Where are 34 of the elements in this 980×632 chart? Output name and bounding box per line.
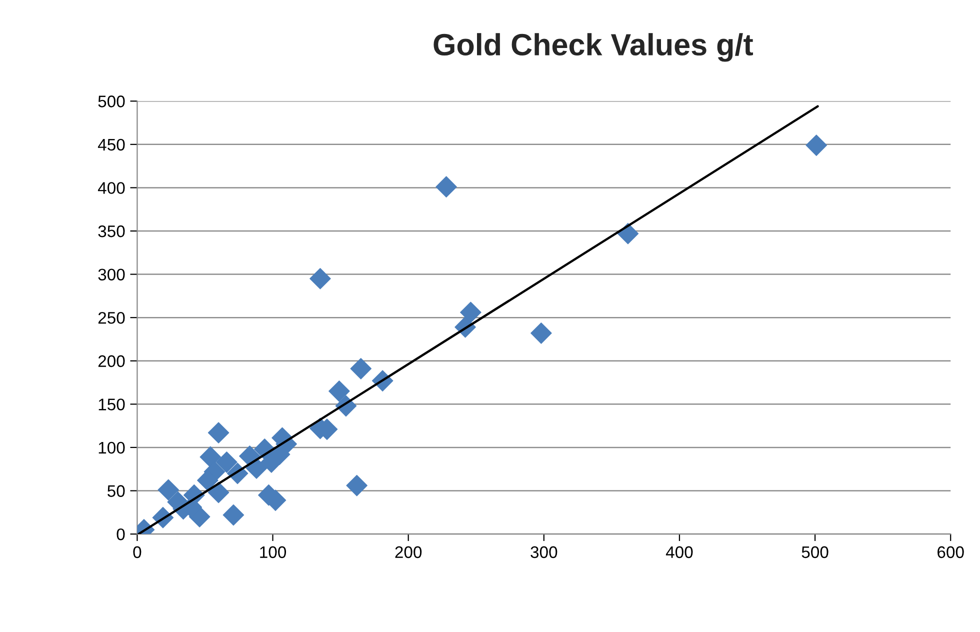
point (328, 380, 350, 402)
point (436, 176, 457, 198)
y-tick-label: 500 (98, 96, 125, 108)
x-tick-label: 0 (133, 546, 142, 558)
point (158, 479, 180, 501)
point (806, 134, 828, 156)
point (530, 322, 552, 344)
y-tick-label: 0 (116, 528, 125, 540)
y-tick-label: 250 (98, 312, 125, 324)
y-tick-label: 350 (98, 225, 125, 238)
y-tick-label: 300 (98, 268, 125, 280)
point (460, 302, 482, 324)
x-tick-label: 400 (666, 546, 693, 558)
x-tick-label: 500 (802, 546, 828, 558)
y-tick-label: 200 (98, 355, 125, 368)
y-tick-label: 50 (108, 485, 125, 497)
y-tick-label: 450 (98, 138, 125, 151)
point (346, 474, 368, 496)
y-tick-label: 150 (98, 398, 125, 410)
point (310, 268, 331, 290)
point (246, 458, 268, 479)
point (208, 482, 230, 504)
point (200, 446, 222, 468)
y-tick-label: 400 (98, 182, 125, 194)
point (208, 422, 230, 444)
x-tick-label: 600 (938, 546, 964, 558)
chart-title: Gold Check Values g/t (434, 33, 753, 62)
point (350, 358, 372, 380)
y-tick-label: 100 (98, 442, 125, 454)
x-tick-label: 200 (395, 546, 422, 558)
x-tick-label: 300 (530, 546, 558, 558)
point (222, 504, 244, 526)
x-tick-label: 100 (260, 546, 286, 558)
point (216, 452, 238, 473)
